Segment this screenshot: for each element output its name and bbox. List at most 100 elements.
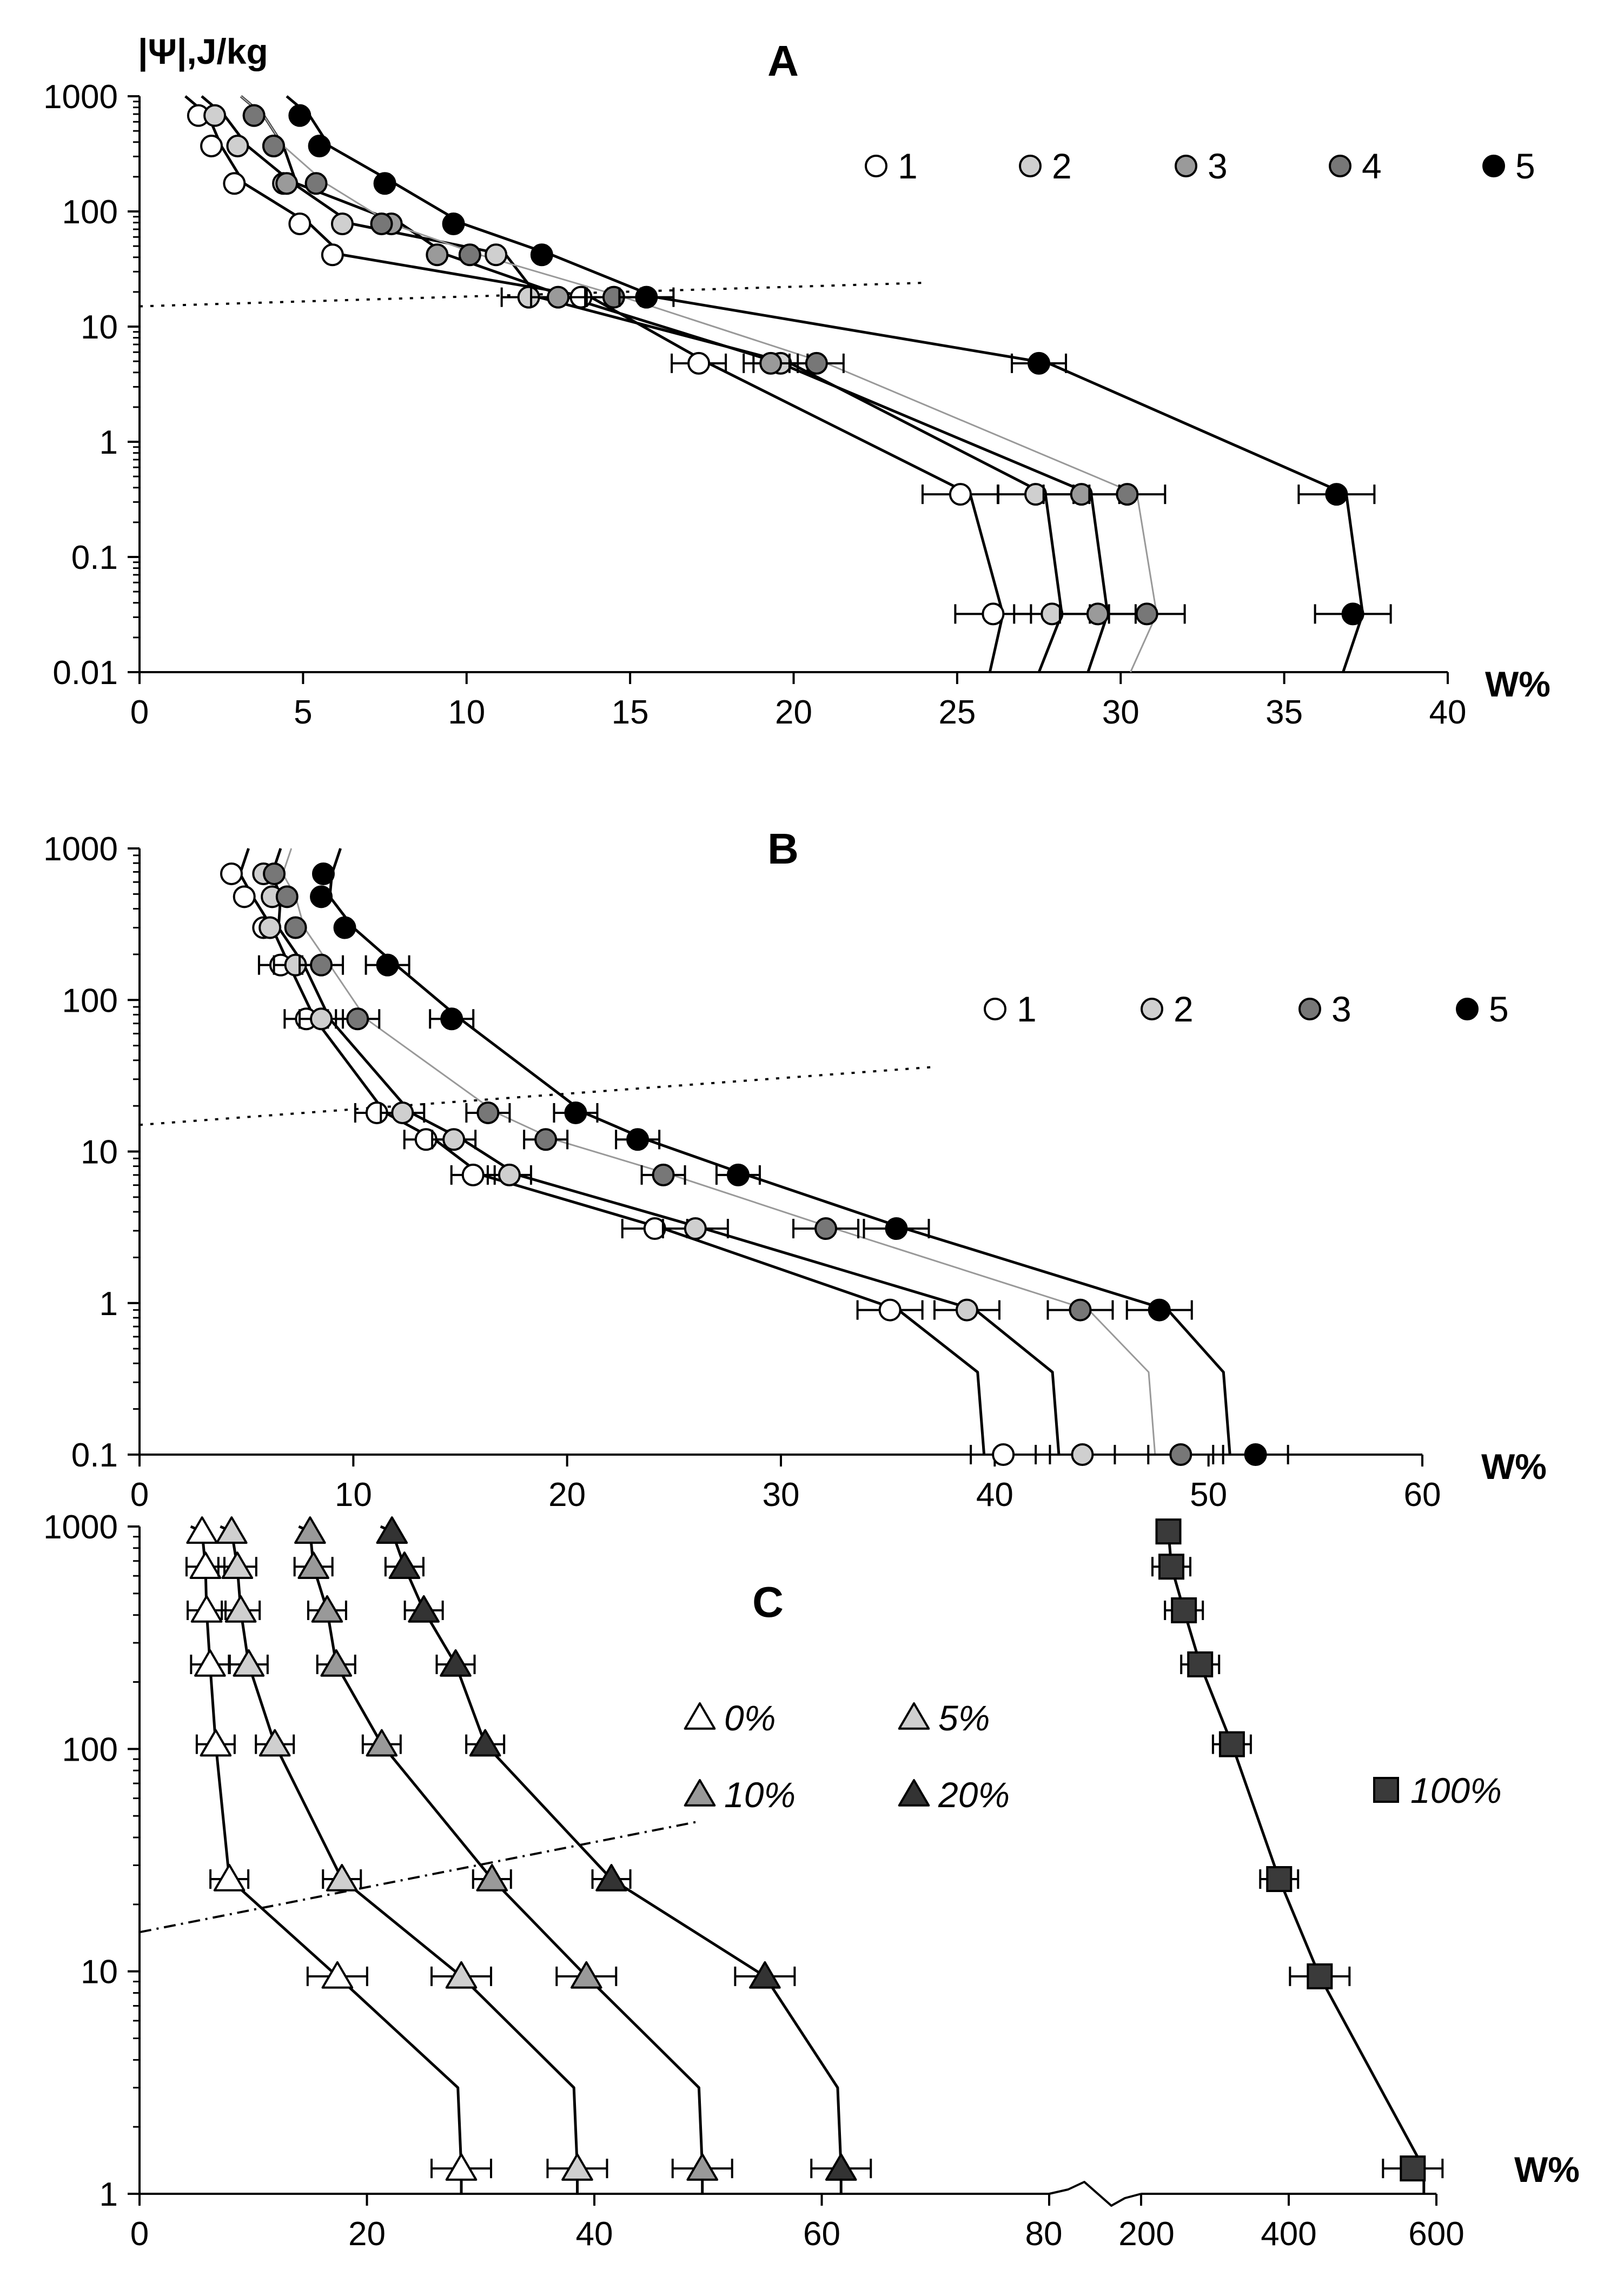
data-point-series-3 <box>534 1128 558 1151</box>
data-point-series-100% <box>1218 1731 1245 1757</box>
y-tick-label: 1000 <box>43 78 118 116</box>
data-point-series-10% <box>686 2153 719 2181</box>
x-tick-label: 20 <box>348 2215 386 2253</box>
data-point-series-100% <box>1155 1518 1182 1545</box>
data-point-series-3 <box>759 351 783 375</box>
x-tick-label: 40 <box>976 1476 1013 1514</box>
data-point-series-100% <box>1266 1866 1293 1892</box>
x-tick-label: 0 <box>130 1476 149 1514</box>
data-point-series-5 <box>312 862 335 885</box>
legend-marker-3 <box>1298 998 1321 1020</box>
x-tick-label: 30 <box>763 1476 800 1514</box>
legend-label: 5 <box>1515 146 1535 186</box>
legend-marker-1 <box>865 155 887 177</box>
data-point-series-3 <box>275 885 299 908</box>
legend-label: 0% <box>724 1698 776 1738</box>
data-point-series-0% <box>186 1516 218 1544</box>
legend-marker-0% <box>684 1702 716 1730</box>
x-tick-label: 50 <box>1190 1476 1227 1514</box>
y-tick-label: 1 <box>100 1285 118 1323</box>
y-tick-label: 1000 <box>43 831 118 868</box>
legend-marker-5% <box>898 1702 930 1730</box>
x-tick-label: 25 <box>938 694 976 731</box>
data-point-series-3 <box>1169 1443 1192 1466</box>
data-point-series-5% <box>233 1649 265 1677</box>
data-point-series-1 <box>223 172 246 195</box>
data-point-series-3 <box>263 862 286 885</box>
data-point-series-1 <box>200 134 223 157</box>
data-point-series-20% <box>825 2153 857 2181</box>
data-point-series-4 <box>1135 602 1158 626</box>
data-point-series-3 <box>652 1163 675 1186</box>
data-point-series-20% <box>388 1551 421 1580</box>
data-point-series-5 <box>442 212 465 235</box>
data-point-series-2 <box>259 916 282 939</box>
legend-marker-100% <box>1373 1777 1399 1803</box>
y-tick-label: 10 <box>81 1134 118 1171</box>
data-point-series-5% <box>445 1961 478 1989</box>
data-point-series-3 <box>284 916 307 939</box>
legend-label: 1 <box>898 146 918 186</box>
x-tick-label: 10 <box>448 694 485 731</box>
data-point-series-100% <box>1171 1597 1197 1623</box>
legend-label: 10% <box>724 1775 796 1815</box>
y-tick-label: 100 <box>62 982 118 1019</box>
data-point-series-20% <box>440 1649 472 1677</box>
data-point-series-0% <box>194 1649 226 1677</box>
data-point-series-100% <box>1400 2155 1426 2182</box>
data-point-series-2 <box>310 1007 333 1031</box>
data-point-series-0% <box>213 1863 246 1892</box>
data-point-series-10% <box>476 1863 508 1892</box>
x-axis-title: W% <box>1481 1446 1547 1487</box>
data-point-series-5 <box>1244 1443 1267 1466</box>
data-point-series-1 <box>220 862 243 885</box>
data-point-series-3 <box>310 953 333 977</box>
fit-curve-100% <box>1167 1527 1426 2194</box>
data-point-series-5 <box>373 172 396 195</box>
x-tick-label: 40 <box>1429 694 1467 731</box>
data-point-series-1 <box>949 483 972 506</box>
data-point-series-5 <box>376 953 399 977</box>
data-point-series-1 <box>878 1298 902 1322</box>
data-point-series-5 <box>635 286 658 309</box>
fit-curve-5 <box>286 95 1364 673</box>
data-point-series-5 <box>564 1101 587 1124</box>
data-point-series-5 <box>726 1163 750 1186</box>
x-tick-label: 35 <box>1265 694 1303 731</box>
data-point-series-20% <box>749 1961 781 1989</box>
data-point-series-5 <box>1325 483 1348 506</box>
legend-marker-20% <box>898 1779 930 1807</box>
data-point-series-1 <box>461 1163 485 1186</box>
data-point-series-3 <box>275 172 299 195</box>
legend-label: 3 <box>1331 989 1351 1029</box>
data-point-series-4 <box>458 243 481 267</box>
data-point-series-5 <box>530 243 553 267</box>
data-point-series-4 <box>805 351 828 375</box>
data-point-series-20% <box>595 1863 627 1892</box>
threshold-line <box>139 1821 697 1934</box>
legend-marker-5 <box>1482 155 1505 177</box>
legend-label: 5 <box>1489 989 1509 1029</box>
data-point-series-3 <box>476 1101 500 1124</box>
data-point-series-10% <box>297 1551 329 1580</box>
x-tick-label: 30 <box>1102 694 1139 731</box>
data-point-series-2 <box>330 212 354 235</box>
legend-label: 4 <box>1362 146 1382 186</box>
data-point-series-10% <box>294 1516 326 1544</box>
data-point-series-5% <box>224 1595 257 1623</box>
panel-title: B <box>767 825 799 873</box>
x-tick-label: 15 <box>612 694 649 731</box>
data-point-series-1 <box>233 885 256 908</box>
data-point-series-3 <box>547 286 570 309</box>
data-point-series-2 <box>1071 1443 1094 1466</box>
legend-label: 1 <box>1017 989 1037 1029</box>
x-tick-label: 600 <box>1408 2215 1464 2253</box>
y-tick-label: 0.01 <box>52 654 118 692</box>
y-tick-label: 1 <box>100 2176 118 2213</box>
data-point-series-3 <box>1069 1298 1092 1322</box>
fit-curve-3 <box>240 95 1109 673</box>
legend-label: 2 <box>1052 146 1072 186</box>
data-point-series-5 <box>333 916 356 939</box>
fit-curve-3 <box>282 848 1156 1455</box>
legend-marker-3 <box>1175 155 1197 177</box>
